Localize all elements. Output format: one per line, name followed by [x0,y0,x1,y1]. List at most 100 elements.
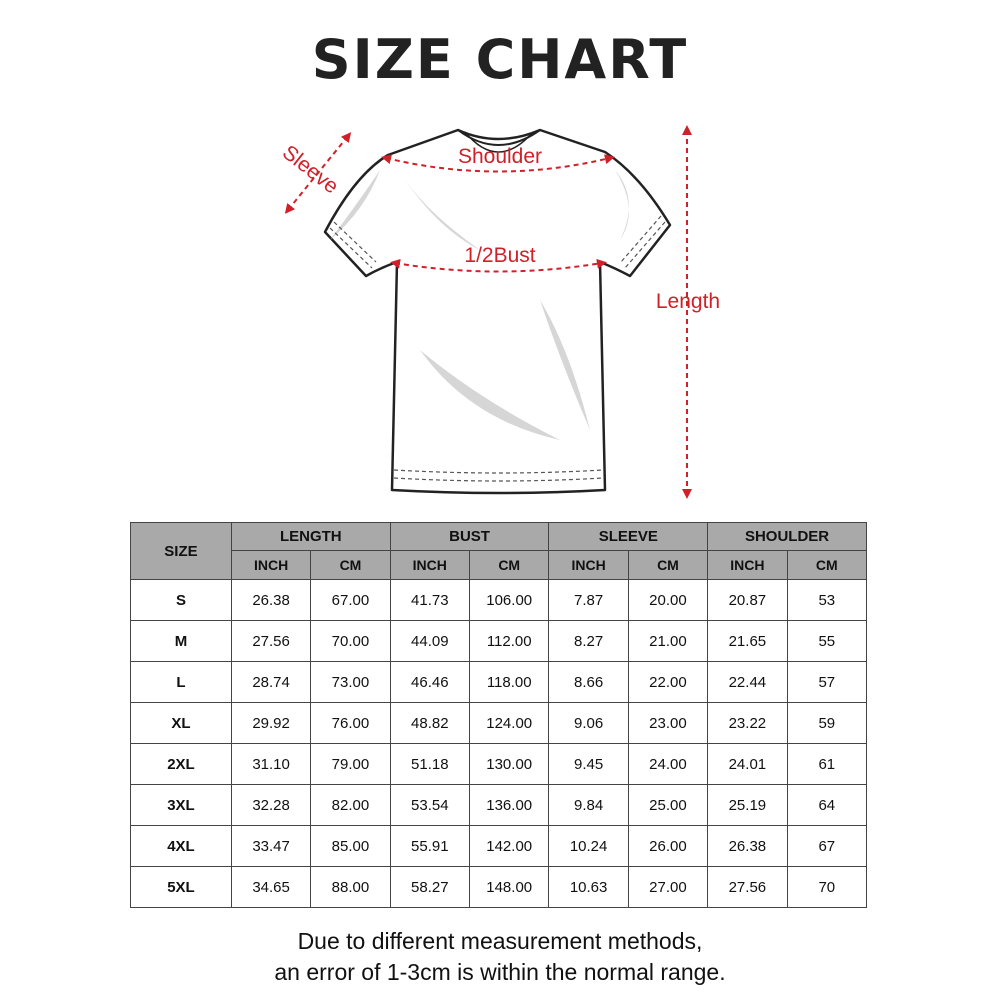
unit-header: CM [468,550,550,580]
length-label: Length [656,290,720,313]
value-cell: 34.65 [230,866,312,908]
shoulder-label: Shoulder [458,145,542,168]
value-cell: 10.63 [548,866,629,908]
value-cell: 118.00 [468,661,550,703]
unit-header: CM [786,550,868,580]
size-cell: S [130,579,232,621]
size-cell: XL [130,702,232,744]
value-cell: 41.73 [389,579,470,621]
value-cell: 26.00 [627,825,709,867]
measurement-note: Due to different measurement methods, an… [0,926,1000,988]
value-cell: 79.00 [310,743,391,785]
value-cell: 22.44 [707,661,788,703]
value-cell: 24.01 [707,743,788,785]
value-cell: 57 [786,661,868,703]
value-cell: 24.00 [627,743,709,785]
table-row: S 26.38 67.00 41.73 106.00 7.87 20.00 20.87 53 [130,579,868,621]
size-cell: 5XL [130,866,232,908]
group-header-shoulder: SHOULDER [707,522,867,551]
table-row: 3XL 32.28 82.00 53.54 136.00 9.84 25.00 25.19 64 [130,784,868,826]
table-row: 5XL 34.65 88.00 58.27 148.00 10.63 27.00 27.56 7… [130,866,868,908]
value-cell: 76.00 [310,702,391,744]
value-cell: 148.00 [468,866,550,908]
value-cell: 25.19 [707,784,788,826]
table-row: L 28.74 73.00 46.46 118.00 8.66 22.00 22.44 57 [130,661,868,703]
value-cell: 106.00 [468,579,550,621]
value-cell: 53 [786,579,868,621]
value-cell: 51.18 [389,743,470,785]
value-cell: 23.22 [707,702,788,744]
size-cell: 4XL [130,825,232,867]
value-cell: 25.00 [627,784,709,826]
group-header-sleeve: SLEEVE [548,522,709,551]
table-row: 4XL 33.47 85.00 55.91 142.00 10.24 26.00 26.38 6… [130,825,868,867]
value-cell: 85.00 [310,825,391,867]
value-cell: 26.38 [230,579,312,621]
value-cell: 53.54 [389,784,470,826]
unit-header: CM [310,550,391,580]
value-cell: 88.00 [310,866,391,908]
value-cell: 61 [786,743,868,785]
size-header: SIZE [130,522,232,580]
value-cell: 23.00 [627,702,709,744]
tshirt-diagram: Shoulder 1/2Bust Length Sleeve [278,125,720,499]
value-cell: 48.82 [389,702,470,744]
table-row: 2XL 31.10 79.00 51.18 130.00 9.45 24.00 24.01 61 [130,743,868,785]
value-cell: 27.00 [627,866,709,908]
value-cell: 64 [786,784,868,826]
value-cell: 9.06 [548,702,629,744]
unit-header: INCH [707,550,788,580]
unit-header: INCH [389,550,470,580]
value-cell: 112.00 [468,620,550,662]
value-cell: 73.00 [310,661,391,703]
tshirt-outline [323,128,672,495]
bust-label: 1/2Bust [464,244,535,267]
shirt-shading [330,170,629,440]
size-table: SIZE LENGTH BUST SLEEVE SHOULDER INCH CM I… [130,522,868,908]
value-cell: 70 [786,866,868,908]
value-cell: 8.66 [548,661,629,703]
value-cell: 136.00 [468,784,550,826]
value-cell: 124.00 [468,702,550,744]
value-cell: 9.84 [548,784,629,826]
value-cell: 20.87 [707,579,788,621]
value-cell: 7.87 [548,579,629,621]
unit-header: INCH [230,550,312,580]
value-cell: 33.47 [230,825,312,867]
unit-header: CM [627,550,709,580]
value-cell: 28.74 [230,661,312,703]
value-cell: 29.92 [230,702,312,744]
value-cell: 130.00 [468,743,550,785]
value-cell: 142.00 [468,825,550,867]
value-cell: 32.28 [230,784,312,826]
size-cell: 3XL [130,784,232,826]
value-cell: 21.65 [707,620,788,662]
value-cell: 27.56 [707,866,788,908]
value-cell: 58.27 [389,866,470,908]
note-line-1: Due to different measurement methods, [297,928,703,954]
value-cell: 31.10 [230,743,312,785]
group-header-length: LENGTH [230,522,391,551]
value-cell: 44.09 [389,620,470,662]
sleeve-label: Sleeve [278,141,343,199]
value-cell: 22.00 [627,661,709,703]
size-cell: M [130,620,232,662]
value-cell: 67 [786,825,868,867]
group-header-bust: BUST [389,522,550,551]
value-cell: 55.91 [389,825,470,867]
value-cell: 20.00 [627,579,709,621]
value-cell: 82.00 [310,784,391,826]
value-cell: 59 [786,702,868,744]
value-cell: 21.00 [627,620,709,662]
measurement-arrows [284,125,692,499]
value-cell: 67.00 [310,579,391,621]
table-row: M 27.56 70.00 44.09 112.00 8.27 21.00 21.65 55 [130,620,868,662]
size-cell: L [130,661,232,703]
value-cell: 9.45 [548,743,629,785]
unit-header: INCH [548,550,629,580]
value-cell: 46.46 [389,661,470,703]
page-title: SIZE CHART [311,28,689,91]
value-cell: 27.56 [230,620,312,662]
size-cell: 2XL [130,743,232,785]
value-cell: 70.00 [310,620,391,662]
